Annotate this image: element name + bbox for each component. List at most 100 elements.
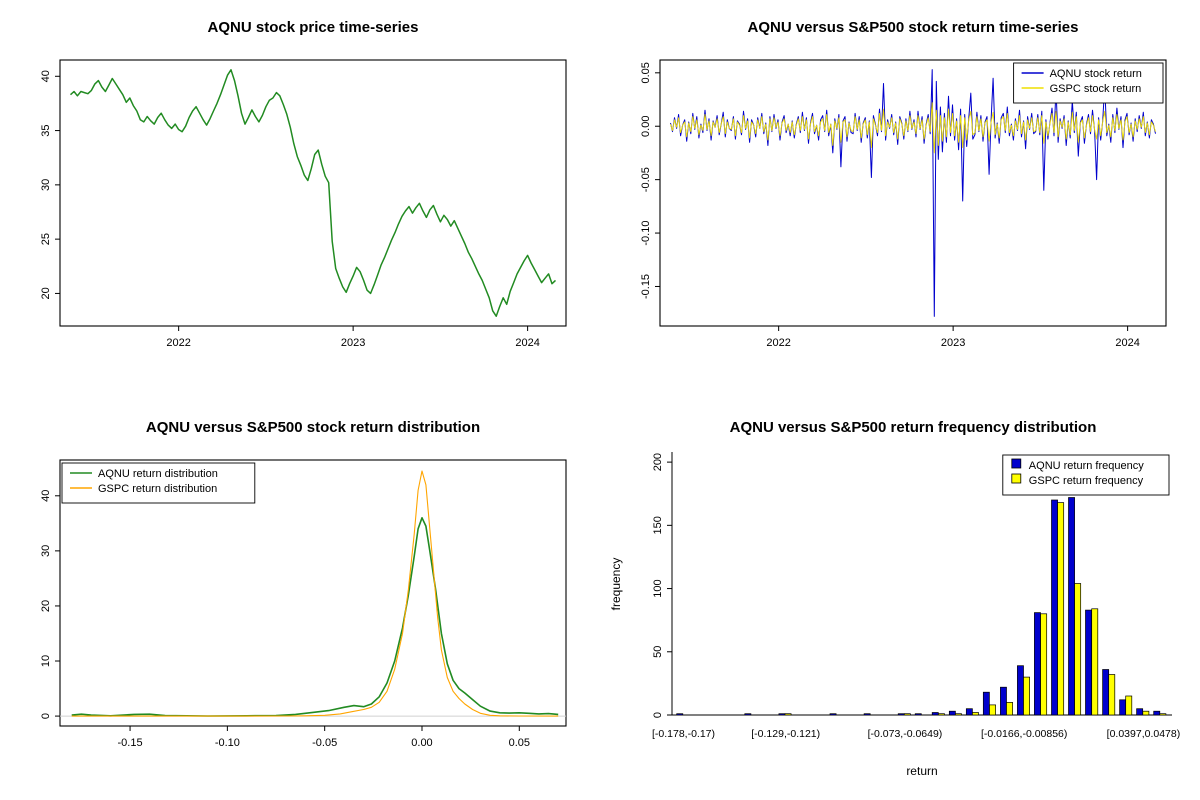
legend-box [1002,454,1170,496]
aqnu-return-frequency-bar [1119,699,1127,716]
gspc-return-frequency-bar [1057,502,1065,716]
bin-label: [-0.178,-0.17) [652,728,715,740]
aqnu-return-frequency-bar [676,713,684,716]
x-tick-label: 2024 [1115,337,1139,349]
frequency-y-axis-label: frequency [609,557,623,611]
plot-box [59,59,567,327]
frequency-chart-title: AQNU versus S&P500 return frequency dist… [729,419,1097,436]
legend-box-swatch [1011,458,1022,469]
x-tick-label: -0.05 [312,737,337,749]
panel-frequency-chart: AQNU versus S&P500 return frequency dist… [600,400,1200,800]
y-tick-label: 40 [40,490,52,502]
aqnu-return-frequency-bar [778,713,786,716]
y-tick-label: 30 [40,179,52,191]
aqnu-return-frequency-bar [1017,665,1024,716]
y-tick-label: 0 [652,712,664,718]
aqnu-return-frequency-bar [1034,612,1041,716]
gspc-return-frequency-bar [989,704,996,716]
y-tick-label: -0.05 [640,167,652,192]
panel-returns-chart: AQNU versus S&P500 stock return time-ser… [600,0,1200,400]
aqnu-return-frequency-bar [1136,708,1144,716]
bin-label: [-0.073,-0.0649) [868,728,943,740]
y-tick-label: 0.05 [640,62,652,83]
gspc-return-distribution-line [71,470,559,717]
frequency-chart: 0 50 100 150 200 [-0.178,-0.17) [-0.129,-0.121… [652,452,1181,740]
y-tick-label: 30 [40,545,52,557]
x-tick-label: 2023 [341,337,365,349]
y-tick-label: 100 [652,579,664,597]
aqnu-return-frequency-bar [863,713,871,716]
gspc-return-frequency-bar [972,712,979,716]
gspc-return-frequency-bar [1108,674,1116,716]
aqnu-return-frequency-bar [1153,710,1161,716]
frequency-x-axis-label: return [906,764,938,778]
distribution-chart: -0.15 -0.10 -0.05 0.00 0.05 0 10 20 30 40 AQNU ret… [40,459,567,749]
gspc-return-frequency-bar [1142,710,1150,716]
aqnu-return-frequency-bar [1068,497,1075,716]
legend-box [1013,62,1164,104]
aqnu-return-frequency-bar [914,713,922,716]
aqnu-return-frequency-bar [965,708,973,716]
panel-distribution-chart: AQNU versus S&P500 stock return distribu… [0,400,600,800]
gspc-return-frequency-bar [1159,713,1167,716]
y-tick-label: 50 [652,646,664,658]
y-tick-label: -0.10 [640,221,652,246]
aqnu-return-frequency-bar [897,713,905,716]
y-tick-label: 20 [40,600,52,612]
y-tick-label: 40 [40,70,52,82]
bin-label: [-0.0166,-0.00856) [981,728,1067,740]
gspc-return-frequency-bar [1091,608,1099,716]
gspc-return-frequency-bar [1074,583,1082,716]
returns-chart-title: AQNU versus S&P500 stock return time-ser… [747,19,1079,36]
gspc-stock-return-line [670,102,1156,154]
aqnu-return-frequency-bar [829,713,837,716]
x-tick-label: -0.15 [118,737,143,749]
gspc-return-frequency-bar [1006,702,1013,716]
aqnu-return-frequency-bar [1051,499,1058,716]
gspc-return-frequency-bar [1125,695,1133,716]
gspc-return-frequency-bar [1023,676,1030,716]
price-chart-title: AQNU stock price time-series [207,19,419,36]
aqnu-return-frequency-bar [1000,686,1007,716]
y-tick-label: 0.00 [640,116,652,137]
x-tick-label: 2022 [166,337,190,349]
aqnu-stock-return-line [670,69,1156,317]
x-tick-label: 2022 [766,337,790,349]
y-tick-label: 25 [40,233,52,245]
aqnu-return-frequency-bar [931,712,939,716]
aqnu-price-line [69,69,557,317]
gspc-return-frequency-bar [903,713,911,716]
bin-label: [-0.129,-0.121) [751,728,820,740]
aqnu-return-frequency-bar [948,710,956,716]
x-tick-label: 2024 [515,337,539,349]
x-tick-label: 0.05 [509,737,530,749]
aqnu-return-distribution-line [71,517,559,717]
y-tick-label: -0.15 [640,274,652,299]
aqnu-return-frequency-bar [744,713,752,716]
legend-label: AQNU return frequency [1029,460,1144,472]
y-tick-label: 150 [652,516,664,534]
aqnu-return-frequency-bar [1085,609,1092,716]
legend-label: GSPC return frequency [1029,475,1144,487]
gspc-return-frequency-bar [955,713,962,716]
aqnu-return-frequency-bar [982,691,990,716]
y-tick-label: 20 [40,287,52,299]
aqnu-return-frequency-bar [1102,669,1110,716]
distribution-chart-title: AQNU versus S&P500 stock return distribu… [145,419,481,436]
plot-box [659,59,1167,327]
bin-label: [0.0397,0.0478) [1107,728,1181,740]
gspc-return-frequency-bar [1040,613,1048,716]
y-tick-label: 200 [652,453,664,471]
x-tick-label: 0.00 [411,737,432,749]
plot-box [59,459,567,727]
legend-label: GSPC stock return [1050,83,1142,95]
legend-label: AQNU return distribution [98,468,218,480]
returns-chart: 2022 2023 2024 0.05 0.00 -0.05 -0.10 -0.15 AQNU … [640,59,1167,349]
y-tick-label: 0 [40,713,52,719]
panel-price-chart: AQNU stock price time-series 2022 2023 202… [0,0,600,400]
gspc-return-frequency-bar [784,713,792,716]
y-tick-label: 10 [40,655,52,667]
legend-box-swatch [1011,473,1022,484]
